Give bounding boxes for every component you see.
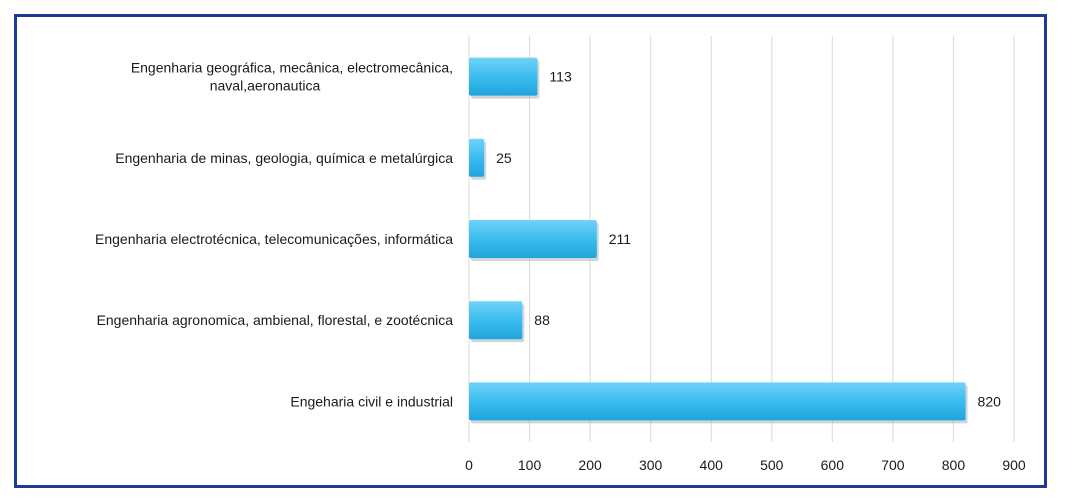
category-label: Engeharia civil e industrial	[290, 393, 453, 409]
x-tick-label: 300	[639, 457, 663, 473]
x-tick-label: 0	[465, 457, 473, 473]
category-label: naval,aeronautica	[210, 78, 321, 94]
data-label: 211	[609, 231, 632, 247]
category-label: Engenharia de minas, geologia, química e…	[115, 150, 453, 166]
x-tick-label: 900	[1002, 457, 1026, 473]
bar	[469, 382, 966, 421]
category-labels: Engenharia geográfica, mecânica, electro…	[95, 60, 453, 410]
category-label: Engenharia agronomica, ambienal, florest…	[97, 312, 454, 328]
bar	[469, 57, 538, 96]
x-tick-label: 800	[942, 457, 966, 473]
data-label: 25	[496, 150, 512, 166]
bar	[469, 301, 523, 340]
gridlines	[468, 36, 1015, 442]
x-tick-label: 700	[881, 457, 905, 473]
data-label: 88	[534, 312, 550, 328]
category-label: Engenharia geográfica, mecânica, electro…	[131, 60, 453, 76]
x-axis-ticks: 0 100 200 300 400 500 600 700 800 900	[465, 457, 1026, 473]
bars	[469, 57, 968, 424]
bar	[469, 138, 485, 177]
x-tick-label: 200	[578, 457, 602, 473]
x-tick-label: 600	[821, 457, 845, 473]
x-tick-label: 500	[760, 457, 784, 473]
value-labels: 113 25 211 88 820	[496, 69, 1001, 410]
category-label: Engenharia electrotécnica, telecomunicaç…	[95, 231, 453, 247]
data-label: 113	[549, 69, 572, 85]
bar	[469, 220, 597, 258]
data-label: 820	[978, 393, 1002, 409]
x-tick-label: 400	[700, 457, 724, 473]
x-tick-label: 100	[518, 457, 542, 473]
